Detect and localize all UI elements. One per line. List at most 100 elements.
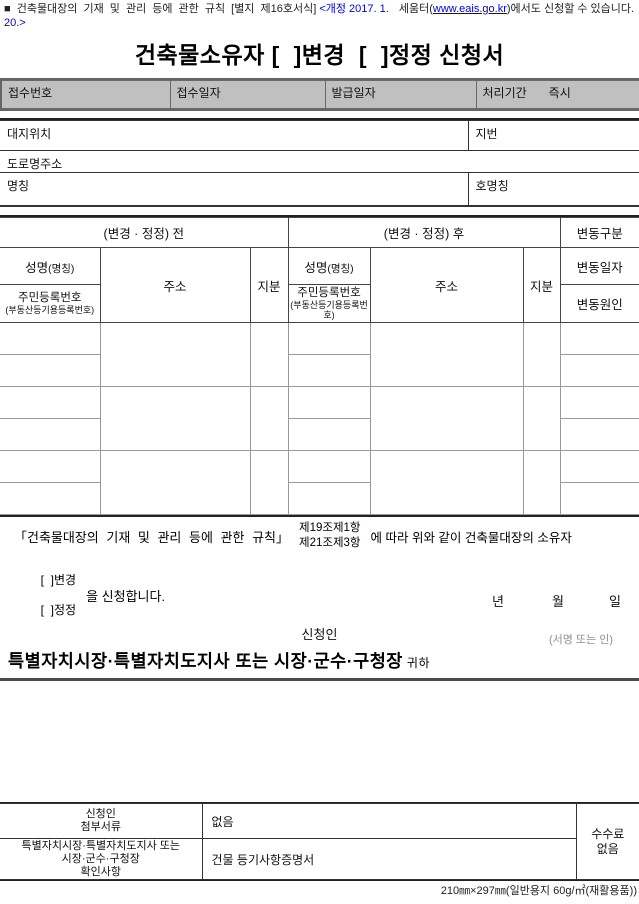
owner-row bbox=[0, 386, 639, 451]
regno-sub-label: (부동산등기용등록번호) bbox=[290, 299, 368, 321]
before-share-header: 지분 bbox=[249, 247, 289, 323]
receipt-date-cell: 접수일자 bbox=[169, 80, 326, 109]
sign-or-seal-note: (서명 또는 인) bbox=[548, 634, 613, 646]
before-address-header: 주소 bbox=[99, 247, 251, 323]
applicant-docs-value: 없음 bbox=[201, 803, 577, 839]
after-share-cell bbox=[522, 386, 561, 451]
after-regno-cell bbox=[287, 482, 371, 515]
after-address-cell bbox=[369, 450, 524, 515]
article-1: 제19조제1항 bbox=[299, 522, 361, 534]
section-divider bbox=[0, 678, 639, 681]
change-cause-cell bbox=[559, 354, 639, 387]
change-cause-cell bbox=[559, 482, 639, 515]
change-date-cell bbox=[559, 450, 639, 483]
before-share-cell bbox=[249, 322, 289, 387]
after-share-cell bbox=[522, 322, 561, 387]
regulation-note-text: ■ 건축물대장의 기재 및 관리 등에 관한 규칙 [별지 제16호서식] bbox=[4, 3, 317, 15]
site-location-label: 대지위치 bbox=[7, 127, 52, 141]
before-regno-cell bbox=[0, 354, 101, 387]
after-share-cell bbox=[522, 450, 561, 515]
after-address-header: 주소 bbox=[369, 247, 524, 323]
attachments-table: 신청인 첨부서류 없음 수수료 없음 특별자치시장·특별자치도지사 또는 시장·… bbox=[0, 802, 639, 881]
change-date-cell bbox=[559, 322, 639, 355]
recipient-title: 특별자치시장·특별자치도지사 또는 시장·군수·구청장 bbox=[8, 651, 403, 671]
eais-site-after: )에서도 신청할 수 있습니다. bbox=[506, 3, 635, 15]
change-date-header: 변동일자 bbox=[559, 247, 639, 285]
issue-date-cell: 발급일자 bbox=[324, 80, 477, 109]
applicant-label: 신청인 bbox=[301, 627, 338, 642]
after-name-cell bbox=[287, 450, 371, 483]
building-name-label: 명칭 bbox=[7, 179, 30, 193]
article-references: 제19조제1항 제21조제3항 bbox=[299, 521, 361, 551]
owner-row bbox=[0, 418, 639, 451]
name-label: 성명 bbox=[304, 260, 328, 275]
road-address-cell: 도로명주소 bbox=[0, 150, 639, 173]
before-name-cell bbox=[0, 450, 101, 483]
regno-sub-label: (부동산등기용등록번호) bbox=[5, 304, 95, 315]
after-address-cell bbox=[369, 322, 524, 387]
regulation-title: 「건축물대장의 기재 및 관리 등에 관한 규칙」 bbox=[14, 529, 289, 545]
change-cause-cell bbox=[559, 418, 639, 451]
change-date-cell bbox=[559, 386, 639, 419]
jibun-label: 지번 bbox=[475, 127, 498, 141]
regulation-note: ■ 건축물대장의 기재 및 관리 등에 관한 규칙 [별지 제16호서식] <개… bbox=[4, 2, 638, 30]
year-label: 년 bbox=[492, 594, 504, 609]
unit-name-cell: 호명칭 bbox=[467, 172, 639, 206]
recipient-line: 특별자치시장·특별자치도지사 또는 시장·군수·구청장 귀하 bbox=[8, 648, 430, 673]
receipt-no-label: 접수번호 bbox=[8, 86, 53, 100]
before-header: (변경 · 정정) 전 bbox=[0, 217, 289, 248]
revision-note-open: <개정 2017. 1. bbox=[319, 3, 389, 15]
name-label-sub: (명칭) bbox=[48, 262, 75, 275]
day-label: 일 bbox=[609, 594, 621, 609]
owner-row bbox=[0, 482, 639, 515]
before-address-cell bbox=[99, 386, 251, 451]
processing-value: 즉시 bbox=[548, 86, 571, 100]
owner-row bbox=[0, 322, 639, 387]
application-statement: 「건축물대장의 기재 및 관리 등에 관한 규칙」 제19조제1항 제21조제3… bbox=[14, 521, 633, 633]
before-regno-header: 주민등록번호 (부동산등기용등록번호) bbox=[0, 284, 101, 323]
after-regno-cell bbox=[287, 354, 371, 387]
after-regno-header: 주민등록번호 (부동산등기용등록번호) bbox=[287, 284, 371, 323]
jibun-cell: 지번 bbox=[467, 120, 639, 151]
article-2: 제21조제3항 bbox=[299, 537, 361, 549]
receipt-date-label: 접수일자 bbox=[176, 86, 221, 100]
after-name-cell bbox=[287, 386, 371, 419]
issue-date-label: 발급일자 bbox=[331, 86, 376, 100]
after-regno-cell bbox=[287, 418, 371, 451]
according-text: 에 따라 위와 같이 건축물대장의 소유자 bbox=[370, 530, 572, 545]
official-check-value: 건물 등기사항증명서 bbox=[201, 838, 576, 880]
applicant-docs-label: 신청인 첨부서류 bbox=[0, 803, 203, 839]
recipient-suffix: 귀하 bbox=[406, 656, 430, 670]
month-label: 월 bbox=[552, 594, 564, 609]
processing-cell: 처리기간 즉시 bbox=[475, 80, 639, 109]
official-check-label: 특별자치시장·특별자치도지사 또는 시장·군수·구청장 확인사항 bbox=[0, 838, 203, 880]
after-name-cell bbox=[287, 322, 371, 355]
before-share-cell bbox=[249, 386, 289, 451]
after-share-header: 지분 bbox=[522, 247, 561, 323]
road-address-label: 도로명주소 bbox=[7, 157, 63, 171]
receipt-table: 접수번호 접수일자 발급일자 처리기간 즉시 bbox=[0, 78, 639, 111]
name-label-sub: (명칭) bbox=[327, 262, 354, 275]
processing-label: 처리기간 bbox=[482, 86, 527, 100]
after-name-header: 성명(명칭) bbox=[287, 247, 371, 285]
option-change-checkbox: [ ]변경 bbox=[40, 573, 77, 587]
owners-table: (변경 · 정정) 전 (변경 · 정정) 후 변동구분 성명(명칭) 주소 지… bbox=[0, 215, 639, 517]
revision-note-close: 20.> bbox=[4, 17, 26, 29]
change-header: 변동구분 bbox=[559, 217, 639, 248]
before-name-cell bbox=[0, 322, 101, 355]
change-cause-header: 변동원인 bbox=[559, 284, 639, 323]
option-correction-checkbox: [ ]정정 bbox=[40, 603, 77, 617]
before-name-cell bbox=[0, 386, 101, 419]
site-location-cell: 대지위치 bbox=[0, 120, 469, 151]
apply-text: 을 신청합니다. bbox=[86, 589, 166, 604]
before-share-cell bbox=[249, 450, 289, 515]
owner-row bbox=[0, 450, 639, 515]
name-label: 성명 bbox=[25, 260, 49, 275]
before-regno-cell bbox=[0, 482, 101, 515]
owners-data-rows bbox=[0, 322, 639, 515]
eais-link[interactable]: www.eais.go.kr bbox=[432, 3, 507, 15]
before-regno-cell bbox=[0, 418, 101, 451]
regno-label: 주민등록번호 bbox=[297, 286, 361, 299]
before-name-header: 성명(명칭) bbox=[0, 247, 101, 285]
